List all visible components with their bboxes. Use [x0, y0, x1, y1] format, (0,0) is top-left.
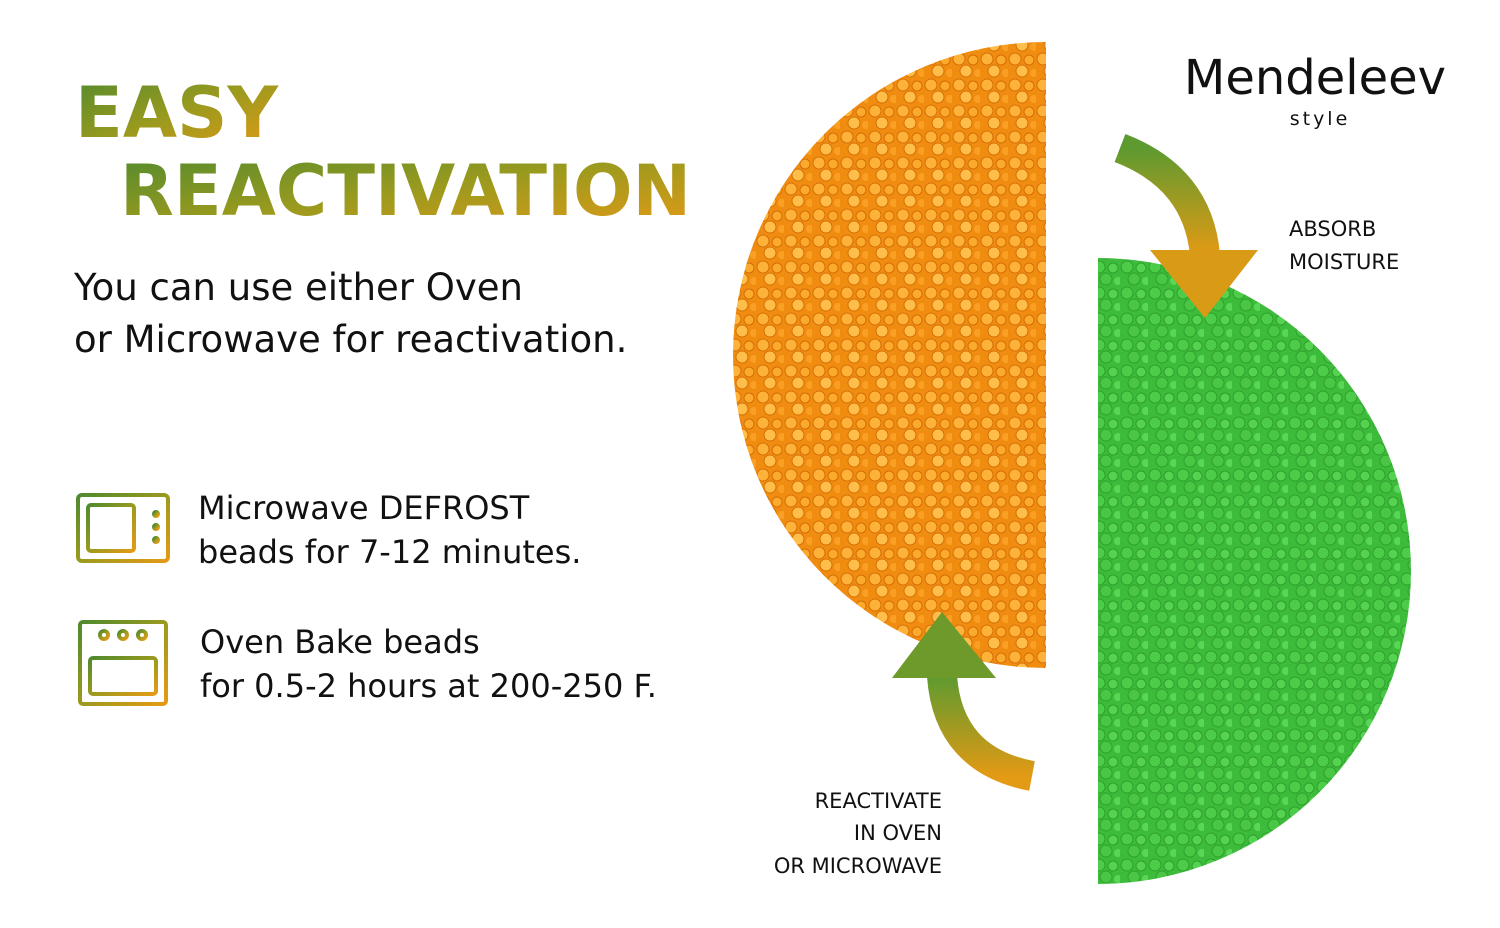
absorb-label: MOISTURE — [1289, 250, 1399, 274]
intro-line: or Microwave for reactivation. — [74, 318, 627, 361]
absorb-label: ABSORB — [1289, 217, 1376, 241]
green-beads — [1098, 258, 1411, 884]
step-line: for 0.5-2 hours at 200-250 F. — [200, 667, 657, 705]
brand-tagline: style — [1290, 108, 1351, 130]
microwave-icon — [76, 493, 170, 567]
reactivate-arrow — [892, 612, 1036, 791]
oven-icon — [78, 620, 168, 706]
absorb-arrow — [1114, 134, 1258, 318]
reactivate-label: OR MICROWAVE — [774, 854, 942, 878]
step-line: Microwave DEFROST — [198, 489, 530, 527]
step-line: Oven Bake beads — [200, 623, 480, 661]
step-line: beads for 7-12 minutes. — [198, 533, 581, 571]
orange-beads — [733, 42, 1046, 668]
reactivate-label: REACTIVATE — [815, 789, 942, 813]
intro-line: You can use either Oven — [73, 266, 523, 309]
brand-name: Mendeleev — [1184, 50, 1446, 106]
reactivate-label: IN OVEN — [854, 821, 942, 845]
heading-line: EASY — [75, 72, 279, 154]
heading-line: REACTIVATION — [120, 150, 691, 232]
